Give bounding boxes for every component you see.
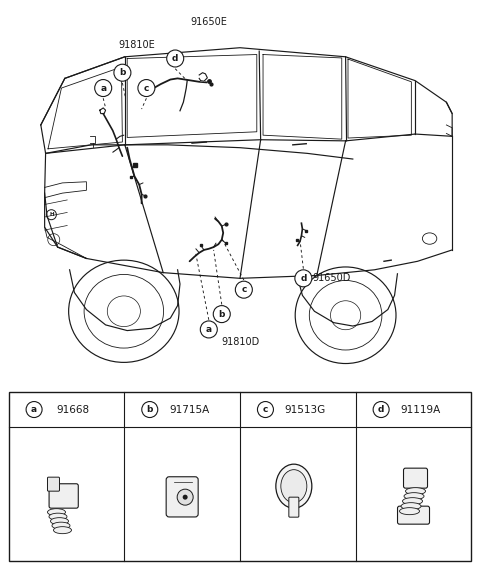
Ellipse shape — [48, 509, 65, 516]
Text: b: b — [119, 68, 126, 77]
Ellipse shape — [53, 527, 72, 534]
Text: 91650D: 91650D — [312, 273, 350, 283]
Text: a: a — [31, 405, 37, 414]
FancyBboxPatch shape — [397, 506, 430, 524]
Text: 91810E: 91810E — [119, 40, 155, 50]
Circle shape — [95, 80, 112, 97]
Text: 91668: 91668 — [57, 404, 90, 415]
Text: c: c — [241, 285, 247, 294]
Circle shape — [26, 402, 42, 417]
FancyBboxPatch shape — [49, 484, 78, 508]
Text: 91119A: 91119A — [400, 404, 441, 415]
FancyBboxPatch shape — [48, 477, 60, 491]
Ellipse shape — [399, 508, 420, 515]
Polygon shape — [100, 108, 106, 114]
Ellipse shape — [406, 488, 425, 495]
Text: 91810D: 91810D — [222, 337, 260, 348]
Circle shape — [235, 281, 252, 298]
Ellipse shape — [276, 464, 312, 508]
Ellipse shape — [404, 492, 424, 500]
Text: c: c — [144, 83, 149, 93]
Text: 91650E: 91650E — [191, 17, 227, 27]
Circle shape — [213, 306, 230, 323]
FancyBboxPatch shape — [166, 477, 198, 517]
Ellipse shape — [403, 498, 422, 504]
Circle shape — [257, 402, 274, 417]
Circle shape — [114, 64, 131, 81]
Ellipse shape — [50, 517, 69, 525]
Text: b: b — [146, 405, 153, 414]
Circle shape — [295, 270, 312, 287]
Circle shape — [167, 50, 184, 67]
Text: 91513G: 91513G — [284, 404, 325, 415]
Circle shape — [373, 402, 389, 417]
Text: a: a — [100, 83, 106, 93]
Polygon shape — [199, 73, 207, 81]
Circle shape — [183, 495, 188, 500]
Bar — [9, 392, 471, 561]
Text: d: d — [378, 405, 384, 414]
FancyBboxPatch shape — [404, 468, 428, 488]
Text: H: H — [49, 212, 54, 217]
Ellipse shape — [49, 513, 67, 520]
Circle shape — [138, 80, 155, 97]
Circle shape — [177, 489, 193, 505]
Text: b: b — [218, 310, 225, 319]
Text: 91715A: 91715A — [169, 404, 209, 415]
FancyBboxPatch shape — [289, 497, 299, 517]
Ellipse shape — [281, 470, 307, 503]
Circle shape — [200, 321, 217, 338]
Text: a: a — [206, 325, 212, 334]
Circle shape — [142, 402, 158, 417]
Ellipse shape — [401, 503, 421, 509]
Text: d: d — [172, 54, 179, 63]
Text: c: c — [263, 405, 268, 414]
Ellipse shape — [52, 522, 70, 529]
Text: d: d — [300, 274, 307, 283]
